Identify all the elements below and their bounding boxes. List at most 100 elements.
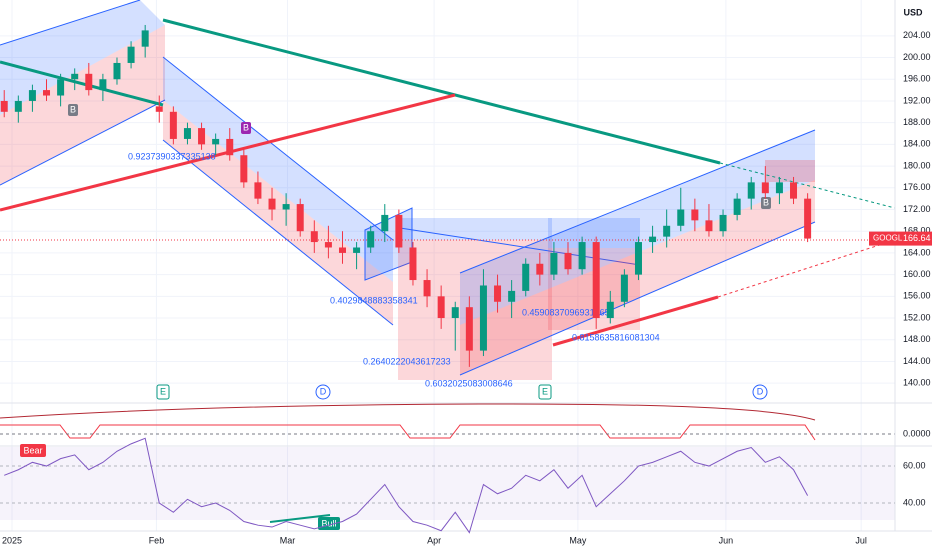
candle-body <box>282 204 290 210</box>
candle-body <box>634 242 642 275</box>
candle-body <box>522 263 530 291</box>
channel-line <box>459 129 816 274</box>
candle-body <box>677 209 685 226</box>
annotation: 0.4029848883358341 <box>330 295 418 305</box>
marker-bg <box>761 197 771 209</box>
candle-body <box>367 231 375 248</box>
trend-line-ext <box>717 239 896 298</box>
divergence <box>269 514 331 523</box>
annotation: 0.2640222043617233 <box>363 356 451 366</box>
event: D <box>320 386 327 396</box>
channel-upper <box>460 130 815 325</box>
x-tick-label: Jun <box>719 535 734 545</box>
channel-upper <box>163 57 393 282</box>
last-price: 166.64 <box>903 233 931 243</box>
y-tick-label: 160.00 <box>903 269 931 279</box>
event: D <box>757 386 764 396</box>
candle-body <box>28 90 36 101</box>
candle-body <box>508 290 516 302</box>
price-tag <box>869 231 932 246</box>
candle-body <box>113 62 121 80</box>
marker: B <box>243 122 249 132</box>
symbol-label: GOOGL <box>873 234 903 243</box>
y-tick-label: 156.00 <box>903 291 931 301</box>
candle-body <box>719 214 727 232</box>
marker: B <box>70 104 76 114</box>
channel-line <box>459 221 816 376</box>
candle-body <box>649 236 657 243</box>
y-tick-label: 180.00 <box>903 160 931 170</box>
y-tick-label: 196.00 <box>903 74 931 84</box>
candle-body <box>790 182 798 199</box>
rsi-tick-label: 60.00 <box>903 460 926 470</box>
candle-body <box>804 198 812 239</box>
trend-line-ext <box>719 162 896 209</box>
y-tick-label: 184.00 <box>903 139 931 149</box>
y-tick-label: 168.00 <box>903 226 931 236</box>
candle-body <box>494 285 502 302</box>
x-tick-label: Apr <box>427 535 441 545</box>
candle-body <box>465 307 473 351</box>
x-tick-label: Jul <box>855 535 867 545</box>
candle-body <box>705 220 713 232</box>
osc-tick-label: 0.0000 <box>903 428 931 438</box>
candle-body <box>353 247 361 253</box>
y-tick-label: 152.00 <box>903 312 931 322</box>
event-bg <box>538 384 552 400</box>
box <box>765 160 815 182</box>
candle-body <box>198 128 206 145</box>
x-tick-label: May <box>569 535 587 545</box>
trend-line <box>0 60 164 107</box>
event-bg <box>752 384 768 400</box>
candle-body <box>451 307 459 319</box>
oscillator-line <box>0 403 816 421</box>
channel-upper <box>0 0 165 115</box>
candle-body <box>381 214 389 232</box>
rsi-band <box>0 447 895 520</box>
candle-body <box>550 252 558 275</box>
candle-body <box>296 204 304 232</box>
candle-body <box>0 100 8 112</box>
rsi-line <box>4 437 809 534</box>
candle-body <box>775 182 783 194</box>
candle-body <box>57 79 65 96</box>
channel-line <box>0 99 166 186</box>
candle-body <box>226 138 234 156</box>
candle-body <box>691 209 699 221</box>
candle-body <box>733 198 741 215</box>
event-bg <box>315 384 331 400</box>
channel-lower <box>0 25 165 185</box>
candle-body <box>761 182 769 194</box>
candle-body <box>606 301 614 319</box>
y-tick-label: 176.00 <box>903 182 931 192</box>
y-tick-label: 200.00 <box>903 52 931 62</box>
x-tick-label: Mar <box>280 535 296 545</box>
box-line <box>399 227 641 266</box>
candle-body <box>43 90 51 96</box>
oscillator-state <box>0 424 816 441</box>
trend-line <box>162 18 721 165</box>
marker-bg <box>68 104 78 116</box>
y-tick-label: 192.00 <box>903 95 931 105</box>
y-tick-label: 144.00 <box>903 356 931 366</box>
candle-body <box>169 111 177 139</box>
channel-line <box>162 56 394 241</box>
y-tick-label: 140.00 <box>903 378 931 388</box>
annotation: 0.6032025083008646 <box>425 378 513 388</box>
x-tick-label: Feb <box>149 535 165 545</box>
channel-line <box>162 139 394 326</box>
signal: Bull <box>321 518 336 528</box>
annotation: 0.8158635816081304 <box>572 332 660 342</box>
candle-body <box>268 198 276 210</box>
event: E <box>160 386 166 396</box>
y-tick-label: 148.00 <box>903 334 931 344</box>
candle-body <box>536 263 544 275</box>
x-tick-label: 2025 <box>2 535 22 545</box>
channel-lower <box>163 100 393 325</box>
candle-body <box>212 138 220 145</box>
annotation: 0.9237390337335138 <box>128 151 216 161</box>
rsi-tick-label: 40.00 <box>903 497 926 507</box>
y-tick-label: 172.00 <box>903 204 931 214</box>
y-tick-label: 188.00 <box>903 117 931 127</box>
